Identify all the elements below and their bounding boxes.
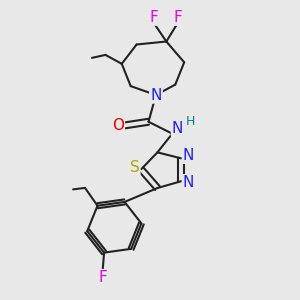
Text: N: N [183, 148, 194, 163]
Text: N: N [150, 88, 162, 103]
Text: F: F [98, 270, 107, 285]
Text: F: F [173, 10, 182, 25]
Text: S: S [130, 160, 140, 175]
Text: H: H [186, 115, 195, 128]
Text: N: N [183, 175, 194, 190]
Text: O: O [112, 118, 124, 133]
Text: N: N [172, 121, 183, 136]
Text: F: F [149, 10, 158, 25]
